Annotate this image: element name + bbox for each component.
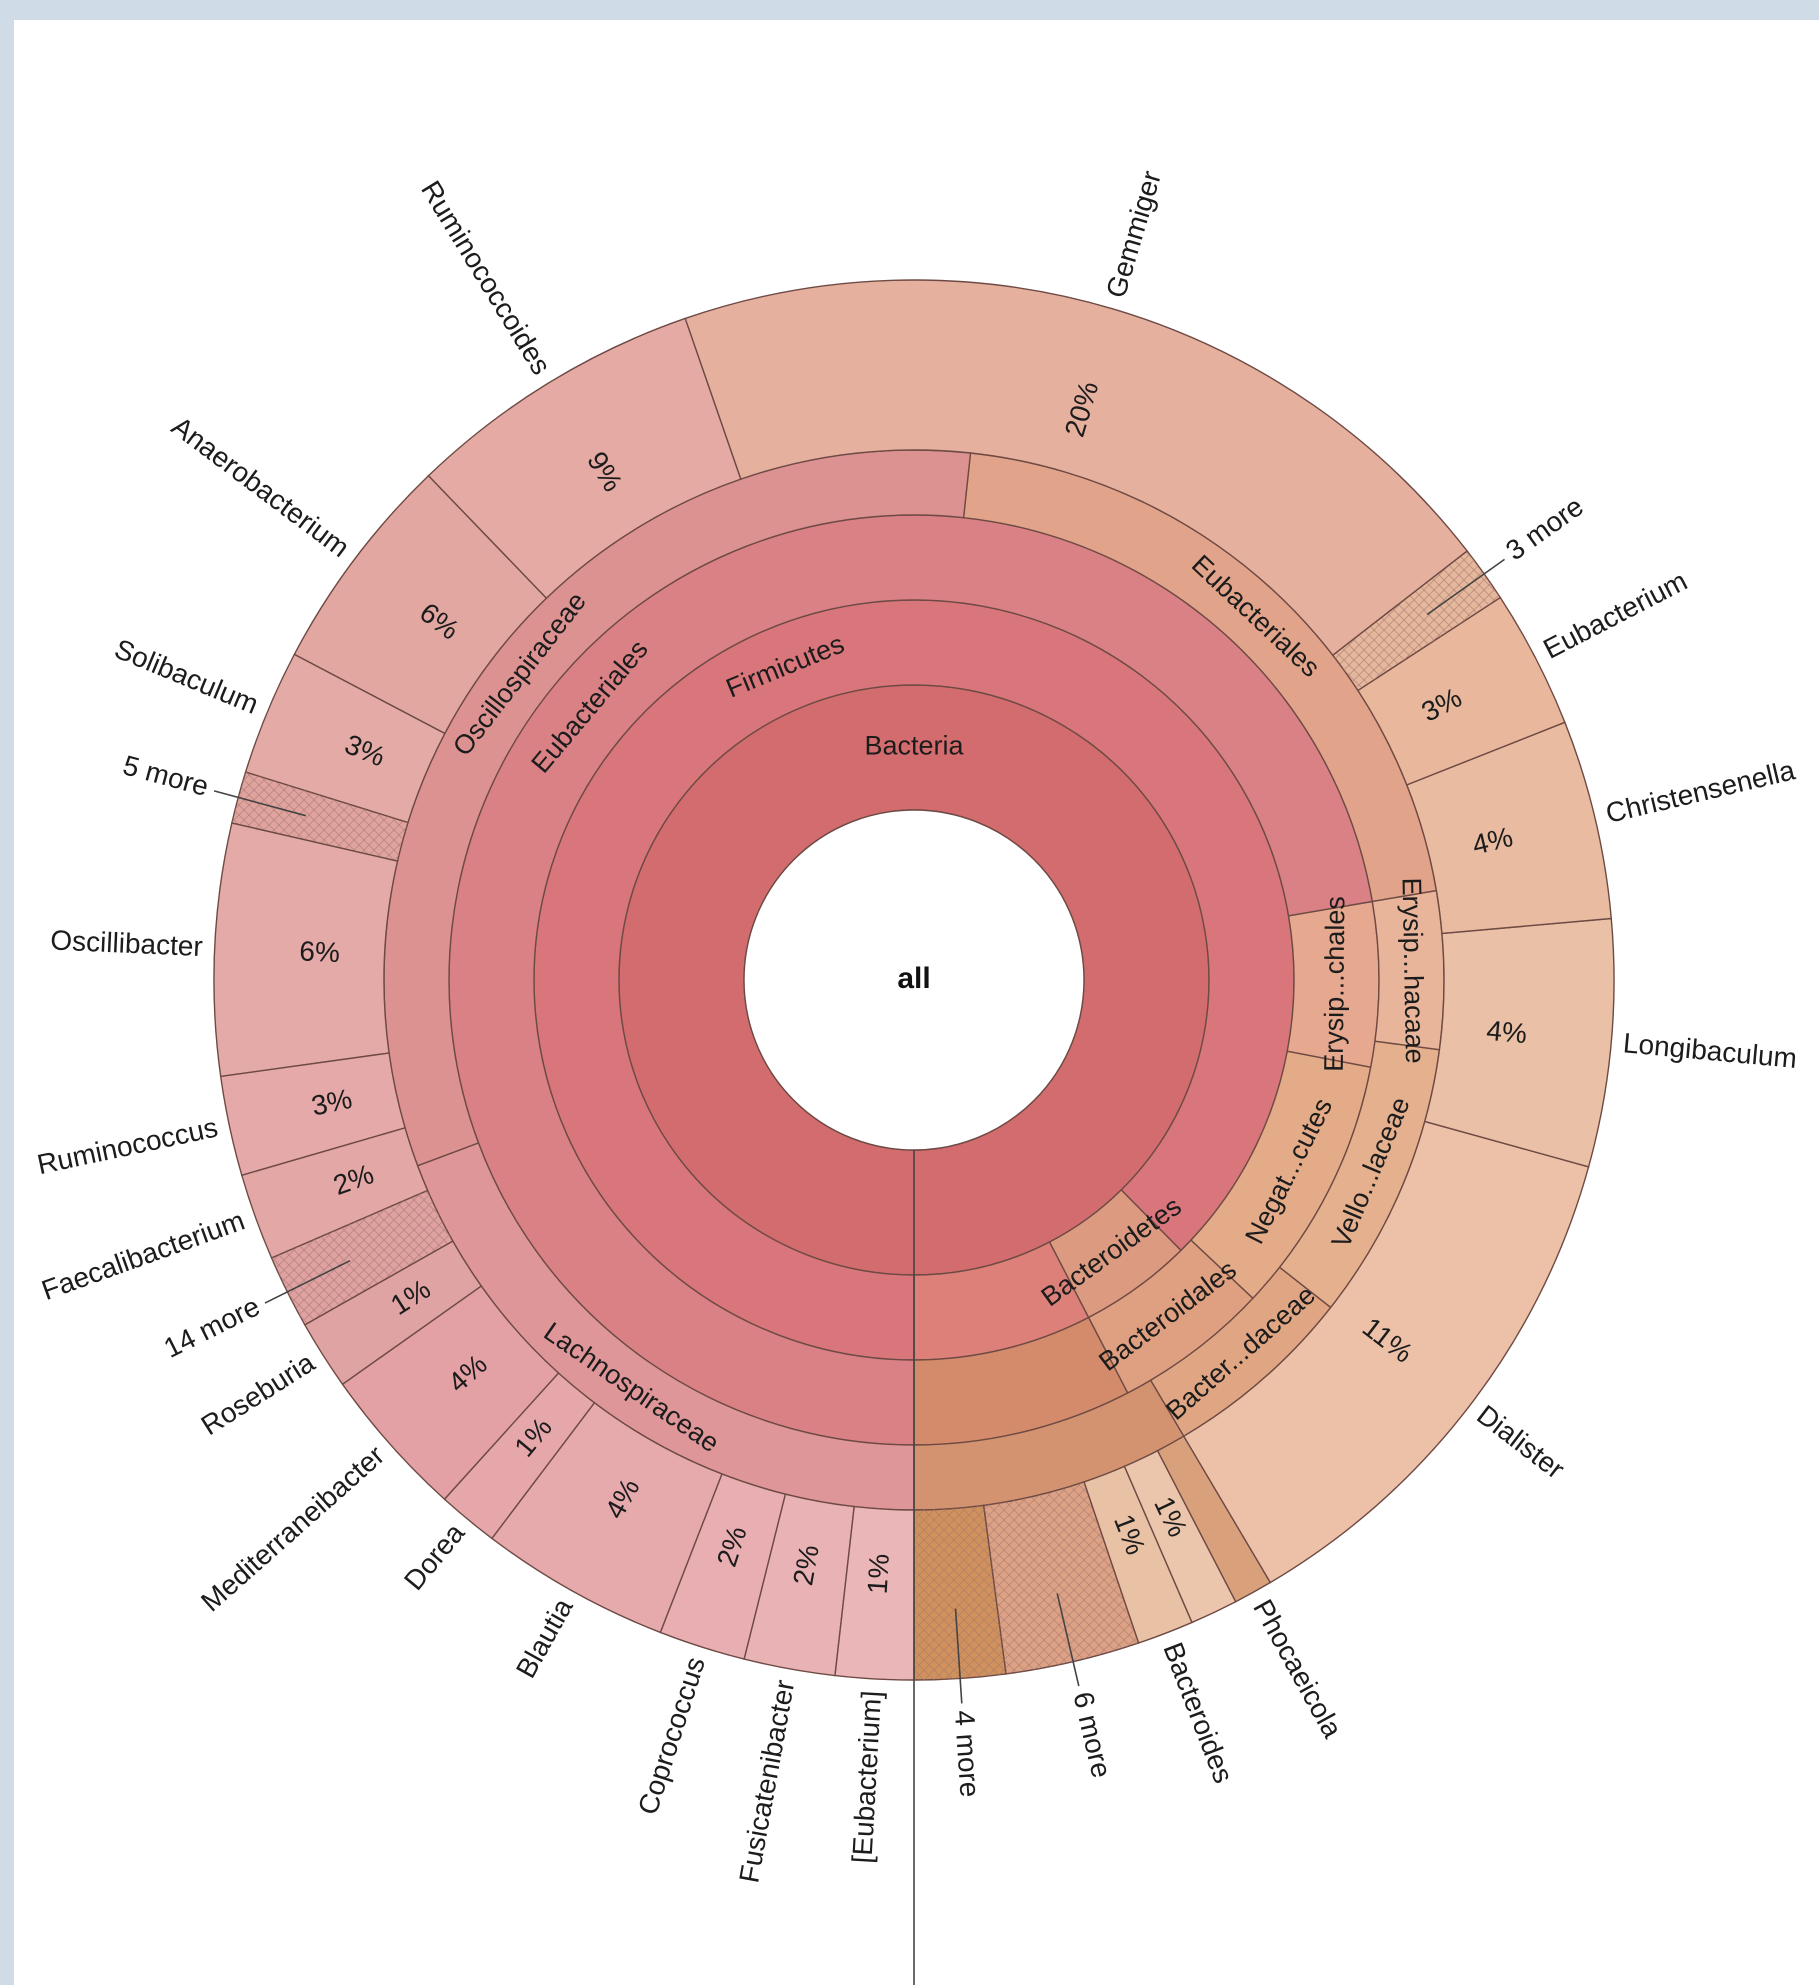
genus-segment-solibaculum-label: Solibaculum [110, 633, 263, 720]
genus-segment-faecalibacterium-label: Faecalibacterium [38, 1205, 249, 1306]
genus-segment-longibaculum-pct: 4% [1485, 1015, 1528, 1050]
genus-segment-14-more-hatch [271, 1190, 453, 1325]
genus-segment-dialister-label: Dialister [1471, 1399, 1570, 1485]
genus-segment-fusicatenibacter-label: Fusicatenibacter [733, 1677, 800, 1885]
genus-segment-roseburia-label: Roseburia [196, 1346, 321, 1441]
genus-segment-eubacterium-label: Eubacterium [1538, 565, 1692, 665]
genus-segment-3-more-hatch [1332, 550, 1501, 691]
genus-segment-oscillibacter-label: Oscillibacter [50, 924, 204, 962]
order-segment-erysip-hacaae-label: Erysip...hacaae [1397, 877, 1431, 1064]
genus-segment-dorea-label: Dorea [398, 1517, 471, 1596]
genus-segment-gemmiger[interactable] [684, 279, 1469, 657]
genus-segment-3-more-leader [1426, 558, 1505, 616]
genus-segment-phocaeicola-label: Phocaeicola [1247, 1594, 1348, 1743]
chart-frame: Bacteria Bacteroidetes Firmicutes Bacteroid… [14, 20, 1819, 1985]
genus-segment-5-more-label: 5 more [120, 749, 212, 802]
genus-segment-oscillibacter-pct: 6% [299, 935, 341, 968]
genus-segment-eubacterium-label: [Eubacterium] [846, 1690, 887, 1864]
segments-layer [213, 279, 1615, 1681]
genus-segment-bacteroides-label: Bacteroides [1157, 1638, 1239, 1787]
genus-segment-anaerobacterium-label: Anaerobacterium [166, 410, 355, 563]
genus-segment-5-more-hatch [231, 772, 408, 862]
genus-segment-3-more-label: 3 more [1500, 490, 1589, 566]
domain-segment-bacteria-label: Bacteria [864, 731, 964, 761]
genus-segment-4-more-hatch [914, 1505, 1007, 1680]
center-label[interactable]: all [897, 962, 930, 995]
genus-segment-mediterraneibacter-label: Mediterraneibacter [195, 1439, 390, 1617]
genus-segment-coprococcus-label: Coprococcus [632, 1653, 711, 1818]
genus-segment-ruminococcoides-label: Ruminococcoides [415, 175, 557, 380]
genus-segment-blautia-label: Blautia [510, 1593, 579, 1683]
genus-segment-4-more-leader [954, 1608, 963, 1704]
genus-segment-5-more-leader [213, 790, 307, 817]
genus-segment-christensenella-label: Christensenella [1603, 754, 1798, 829]
sunburst-chart: BacteriaBacteroidetesFirmicutesBacteroid… [34, 167, 1798, 1985]
genus-segment-14-more-leader [264, 1259, 351, 1304]
genus-segment-14-more-label: 14 more [159, 1290, 265, 1364]
class-segment-erysip-chales-label: Erysip...chales [1319, 896, 1351, 1072]
genus-segment-eubacterium-pct: 1% [862, 1553, 895, 1595]
genus-segment-4-more-label: 4 more [949, 1709, 986, 1798]
genus-segment-fusicatenibacter-pct: 2% [787, 1542, 825, 1587]
genus-segment-gemmiger-label: Gemmiger [1100, 167, 1167, 301]
genus-segment-ruminococcus-label: Ruminococcus [34, 1112, 220, 1181]
genus-segment-longibaculum-label: Longibaculum [1622, 1027, 1798, 1074]
genus-segment-6-more-label: 6 more [1067, 1689, 1117, 1781]
genus-segment-6-more-leader [1056, 1593, 1080, 1687]
